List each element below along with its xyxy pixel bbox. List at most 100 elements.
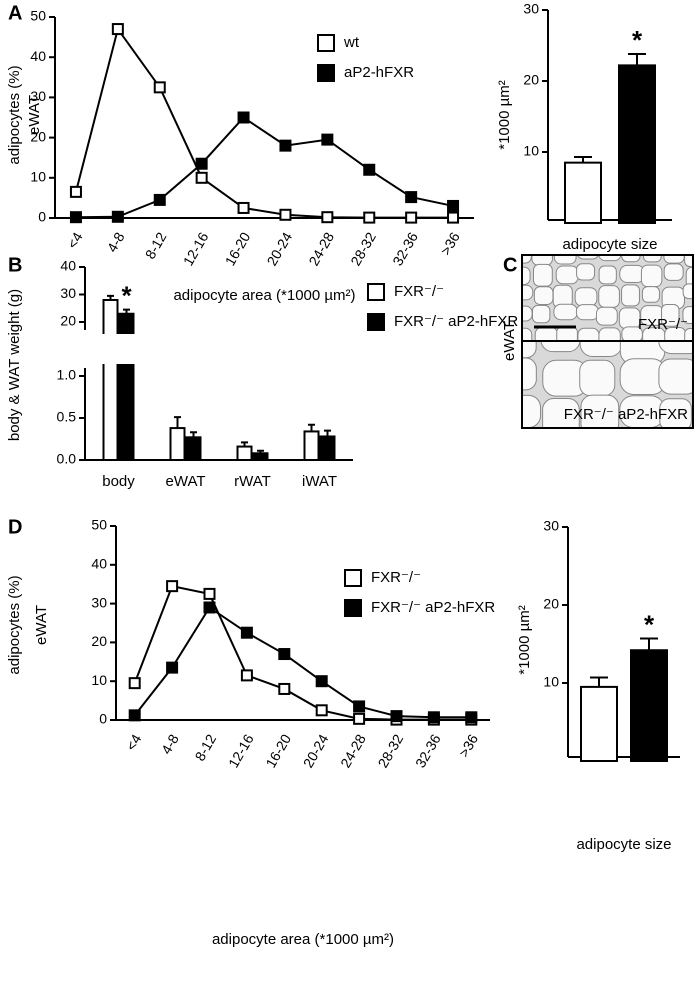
y-tick-label: 10 xyxy=(543,674,559,690)
y-tick-label: 10 xyxy=(91,672,107,688)
y-tick-label: 50 xyxy=(91,517,107,533)
y-tick-label: 50 xyxy=(30,8,46,24)
cell xyxy=(684,328,693,340)
x-tick-label: rWAT xyxy=(234,473,271,490)
legend-label: wt xyxy=(343,34,360,51)
bar xyxy=(319,435,336,462)
cell xyxy=(579,359,616,397)
marker xyxy=(240,669,253,682)
marker xyxy=(166,580,179,593)
marker xyxy=(279,208,292,221)
x-tick-label: <4 xyxy=(64,229,86,251)
cell xyxy=(595,306,618,326)
cell xyxy=(659,398,692,428)
series-line xyxy=(133,584,472,721)
marker xyxy=(363,211,376,224)
panel-letter: D xyxy=(8,516,22,538)
image-label: eWAT xyxy=(501,321,518,361)
cell xyxy=(640,264,663,288)
cell xyxy=(658,342,693,355)
legend-label: FXR⁻/⁻ aP2-hFXR xyxy=(371,599,495,616)
bar xyxy=(618,64,656,224)
marker xyxy=(111,23,124,36)
legend-swatch xyxy=(344,599,362,617)
y-tick-label: 0 xyxy=(99,711,107,727)
x-tick-label: >36 xyxy=(437,229,463,258)
x-tick-label: 8-12 xyxy=(142,229,170,261)
marker xyxy=(195,171,208,184)
cell xyxy=(663,263,684,281)
marker xyxy=(353,712,366,725)
marker xyxy=(69,211,82,224)
error-bar xyxy=(590,676,608,687)
x-tick-label: 24-28 xyxy=(305,229,337,268)
cell xyxy=(540,342,581,353)
marker xyxy=(237,201,250,214)
marker xyxy=(447,211,460,224)
marker xyxy=(321,133,334,146)
x-tick-label: body xyxy=(102,473,135,490)
cell xyxy=(658,358,693,395)
y-tick-label: 20 xyxy=(91,633,107,649)
legend-swatch xyxy=(344,569,362,587)
panel-letter: B xyxy=(8,254,22,276)
marker xyxy=(203,601,216,614)
annotation: * xyxy=(632,25,643,55)
cell xyxy=(522,342,537,359)
legend-swatch xyxy=(367,313,385,331)
image-caption: FXR⁻/⁻ aP2-hFXR xyxy=(564,406,688,423)
cell xyxy=(661,303,680,327)
cell xyxy=(580,394,620,428)
cell xyxy=(582,470,613,501)
cell xyxy=(661,472,697,501)
marker xyxy=(315,704,328,717)
cell xyxy=(581,433,621,470)
cell xyxy=(598,285,620,308)
cell xyxy=(598,265,617,285)
y-tick-label: 0.0 xyxy=(57,451,77,467)
error-bar xyxy=(241,441,248,447)
bar xyxy=(303,430,320,462)
cell xyxy=(553,303,578,321)
y-axis-label: *1000 µm² xyxy=(516,605,533,675)
marker xyxy=(153,81,166,94)
y-tick-label: 40 xyxy=(91,556,107,572)
y-axis-label: eWAT xyxy=(33,605,50,645)
series-line xyxy=(74,26,454,219)
marker xyxy=(353,700,366,713)
cell xyxy=(621,255,641,263)
marker xyxy=(237,111,250,124)
legend-label: aP2-hFXR xyxy=(344,64,414,81)
x-tick-label: 16-20 xyxy=(222,229,254,268)
y-tick-label: 30 xyxy=(30,88,46,104)
cell xyxy=(542,433,577,467)
cell xyxy=(659,433,697,461)
marker xyxy=(278,682,291,695)
marker xyxy=(279,139,292,152)
axis-break xyxy=(77,334,144,364)
y-tick-label: 40 xyxy=(30,48,46,64)
x-tick-label: 12-16 xyxy=(180,229,212,268)
panel-letter: A xyxy=(8,2,22,24)
x-tick-label: 4-8 xyxy=(104,229,128,255)
marker xyxy=(321,211,334,224)
legend-swatch xyxy=(317,34,335,52)
cell xyxy=(620,473,661,505)
y-axis-label: *1000 µm² xyxy=(496,80,513,150)
x-tick-label: 32-36 xyxy=(412,731,444,770)
marker xyxy=(166,661,179,674)
cell xyxy=(663,255,685,264)
bar xyxy=(169,427,186,461)
cells xyxy=(522,342,697,505)
cell xyxy=(641,286,660,303)
cell xyxy=(575,304,599,321)
panel-letter: C xyxy=(503,254,517,276)
marker xyxy=(240,626,253,639)
x-tick-label: 16-20 xyxy=(262,731,294,770)
marker xyxy=(111,210,124,223)
y-tick-label: 20 xyxy=(543,596,559,612)
x-tick-label: 24-28 xyxy=(337,731,369,770)
x-tick-label: 28-32 xyxy=(375,731,407,770)
cell xyxy=(682,283,693,300)
